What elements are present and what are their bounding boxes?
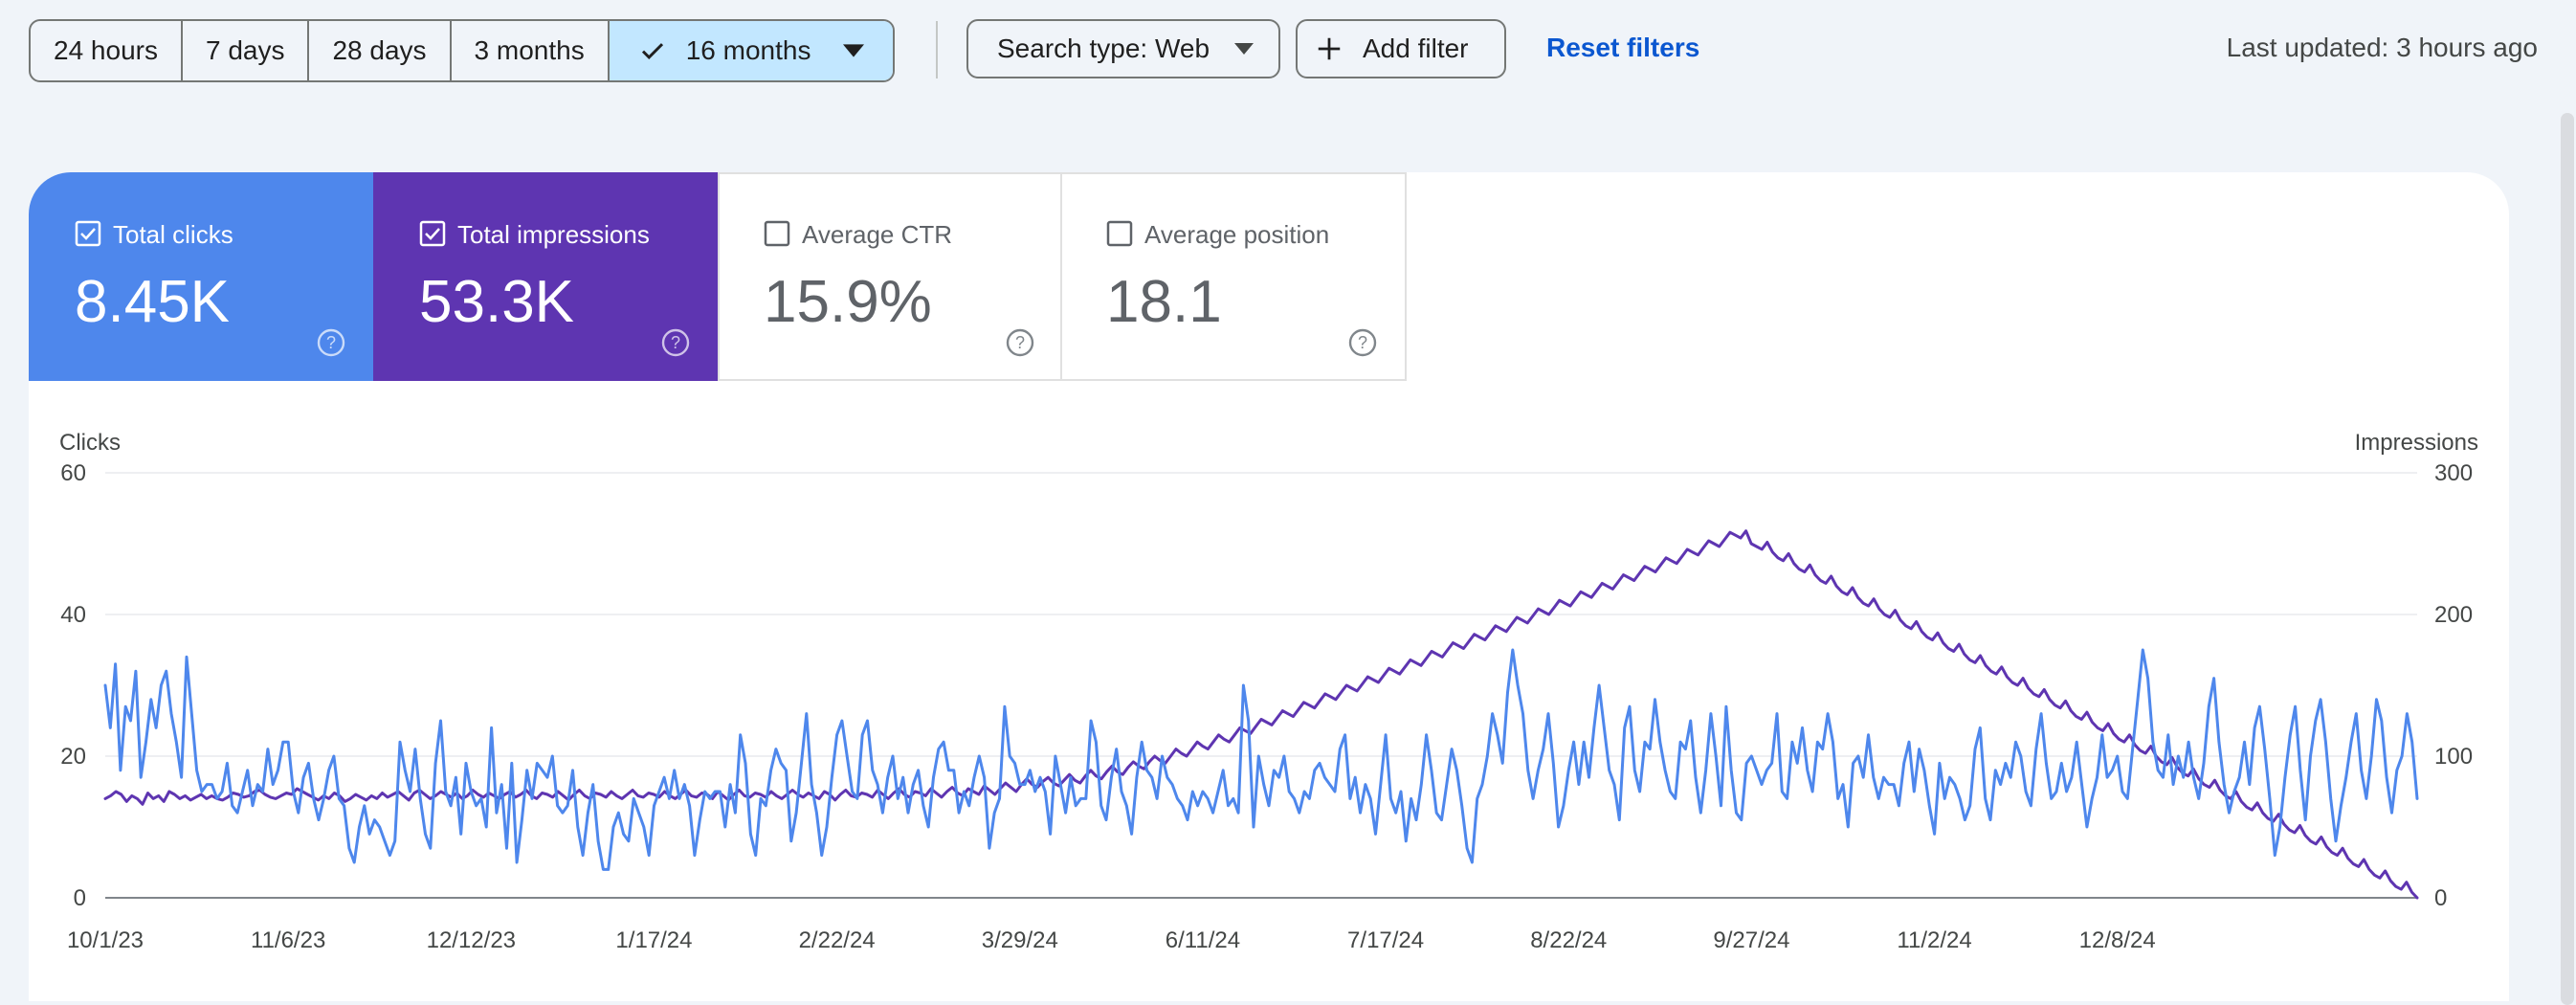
chart-y-ticks: 0 0 20 100 40 200 60 300: [60, 460, 2473, 911]
range-24-hours[interactable]: 24 hours: [31, 21, 183, 80]
metric-label: Average position: [1144, 220, 1330, 249]
page-scrollbar[interactable]: [2561, 113, 2574, 1005]
last-updated-text: Last updated: 3 hours ago: [2226, 33, 2538, 62]
plus-icon: [1318, 37, 1341, 60]
chart-gridlines: [105, 472, 2417, 899]
help-icon[interactable]: ?: [660, 327, 691, 358]
range-28-days[interactable]: 28 days: [309, 21, 452, 80]
metric-value: 53.3K: [419, 269, 575, 335]
range-16-months[interactable]: 16 months: [609, 21, 894, 80]
check-icon: [641, 43, 663, 59]
x-tick-label: 12/12/23: [427, 927, 516, 953]
caret-down-icon: [1234, 43, 1255, 55]
metric-value: 8.45K: [75, 269, 231, 335]
range-16-months-label: 16 months: [685, 35, 811, 65]
metric-label: Total impressions: [457, 220, 650, 249]
svg-text:?: ?: [1358, 333, 1367, 352]
checkbox-unchecked-icon[interactable]: [1106, 220, 1133, 247]
performance-card: Total clicks 8.45K ? Total impressions 5…: [29, 172, 2509, 1001]
checkbox-checked-icon[interactable]: [419, 220, 446, 247]
svg-text:?: ?: [326, 333, 336, 352]
x-tick-label: 10/1/23: [67, 927, 144, 953]
performance-chart[interactable]: Clicks Impressions 0 0 20 100 40 200 60 300 10/…: [29, 172, 2509, 1001]
x-tick-label: 1/17/24: [615, 927, 692, 953]
date-range-selector: 24 hours 7 days 28 days 3 months 16 mont…: [29, 19, 896, 82]
x-tick-label: 8/22/24: [1530, 927, 1607, 953]
toolbar-divider: [936, 21, 938, 78]
y-tick-left: 0: [74, 885, 86, 911]
x-tick-label: 11/2/24: [1897, 927, 1971, 953]
metric-total-clicks[interactable]: Total clicks 8.45K ?: [29, 172, 373, 381]
chart-x-ticks: 10/1/23 11/6/23 12/12/23 1/17/24 2/22/24 3/29…: [67, 927, 2156, 953]
series-line-impressions: [103, 529, 2419, 900]
x-tick-label: 2/22/24: [799, 927, 876, 953]
svg-text:?: ?: [1015, 333, 1025, 352]
help-icon[interactable]: ?: [1005, 327, 1035, 358]
caret-down-icon: [843, 44, 865, 57]
series-line-clicks: [103, 648, 2419, 871]
x-tick-label: 3/29/24: [982, 927, 1058, 953]
help-icon[interactable]: ?: [316, 327, 346, 358]
metric-label: Average CTR: [802, 220, 953, 249]
y-tick-right: 0: [2434, 885, 2447, 911]
y-tick-right: 300: [2434, 460, 2473, 486]
y-axis-left-label: Clicks: [59, 430, 121, 456]
search-type-label: Search type: Web: [997, 34, 1210, 63]
checkbox-unchecked-icon[interactable]: [764, 220, 790, 247]
checkbox-checked-icon[interactable]: [75, 220, 101, 247]
range-3-months[interactable]: 3 months: [452, 21, 610, 80]
y-tick-left: 20: [60, 744, 86, 770]
metric-label: Total clicks: [113, 220, 233, 249]
metric-average-ctr[interactable]: Average CTR 15.9% ?: [718, 172, 1062, 381]
y-tick-left: 60: [60, 460, 86, 486]
x-tick-label: 12/8/24: [2079, 927, 2156, 953]
y-tick-right: 200: [2434, 602, 2473, 628]
add-filter-label: Add filter: [1363, 34, 1469, 63]
search-type-dropdown[interactable]: Search type: Web: [966, 19, 1280, 78]
x-tick-label: 11/6/23: [251, 927, 325, 953]
range-7-days[interactable]: 7 days: [183, 21, 310, 80]
x-tick-label: 9/27/24: [1713, 927, 1789, 953]
metric-total-impressions[interactable]: Total impressions 53.3K ?: [373, 172, 718, 381]
y-axis-right-label: Impressions: [2355, 430, 2478, 456]
y-tick-left: 40: [60, 602, 86, 628]
x-tick-label: 6/11/24: [1166, 927, 1240, 953]
filter-toolbar: 24 hours 7 days 28 days 3 months 16 mont…: [0, 0, 2576, 100]
x-tick-label: 7/17/24: [1347, 927, 1424, 953]
metric-average-position[interactable]: Average position 18.1 ?: [1062, 172, 1407, 381]
y-tick-right: 100: [2434, 744, 2473, 770]
metric-value: 18.1: [1106, 269, 1222, 335]
help-icon[interactable]: ?: [1347, 327, 1378, 358]
add-filter-button[interactable]: Add filter: [1296, 19, 1506, 78]
chart-series: [103, 529, 2419, 900]
svg-text:?: ?: [671, 333, 680, 352]
reset-filters-link[interactable]: Reset filters: [1546, 33, 1700, 62]
metric-value: 15.9%: [764, 269, 932, 335]
